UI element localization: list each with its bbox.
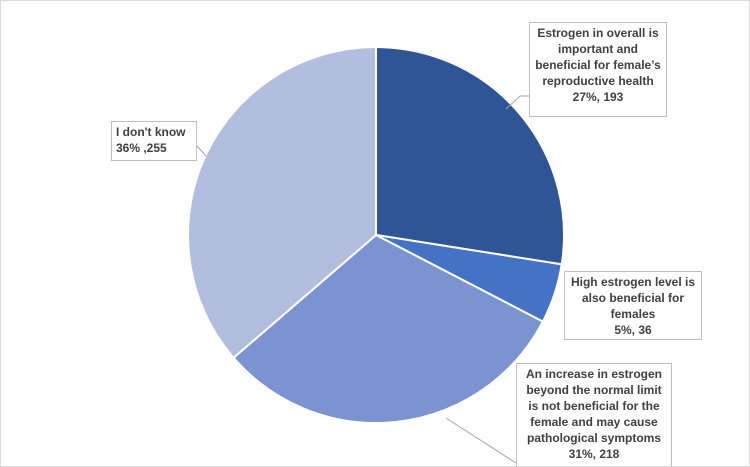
data-label-increase-not-beneficial: An increase in estrogen beyond the norma…	[516, 363, 672, 466]
leader-line-increase-not-beneficial	[445, 417, 517, 464]
pie-slice-i-dont-know	[187, 45, 377, 360]
data-label-i-dont-know: I don't know 36% ,255	[111, 121, 197, 161]
data-label-estrogen-important: Estrogen in overall is important and ben…	[529, 22, 667, 117]
leader-lines	[196, 95, 529, 464]
pie-slice-estrogen-important	[375, 45, 565, 266]
leader-line-i-dont-know	[196, 145, 207, 157]
data-label-high-estrogen: High estrogen level is also beneficial f…	[564, 271, 702, 340]
pie-slices	[187, 45, 565, 424]
leader-line-estrogen-important	[505, 95, 529, 110]
pie-slice-increase-not-beneficial	[232, 233, 545, 424]
